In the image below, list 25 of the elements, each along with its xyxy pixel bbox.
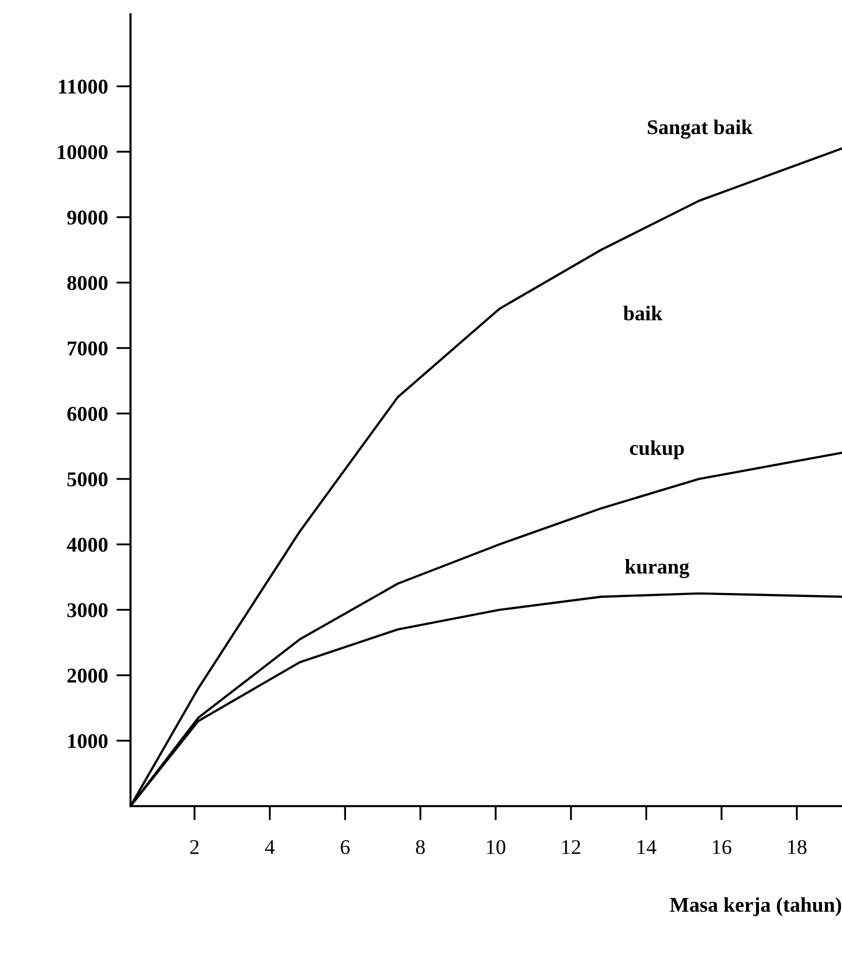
annotation: kurang <box>625 559 690 578</box>
y-tick-label: 8000 <box>67 276 108 290</box>
y-tick-label: 11000 <box>59 80 108 94</box>
x-tick-label: 16 <box>712 840 732 854</box>
x-tick-label: 4 <box>264 840 275 854</box>
x-tick-label: 8 <box>416 840 425 854</box>
x-tick-label: 14 <box>638 840 656 854</box>
y-tick-label: 1000 <box>68 734 108 748</box>
y-tick-label: 10000 <box>58 145 108 160</box>
y-tick-label: 5000 <box>67 472 108 486</box>
x-tick-label: 10 <box>487 840 506 854</box>
x-axis-title: Masa kerja (tahun) <box>670 897 842 916</box>
x-tick-label: 6 <box>340 840 350 854</box>
y-tick-label: 4000 <box>66 538 108 552</box>
x-tick-label: 18 <box>788 840 806 854</box>
y-tick-label: 6000 <box>67 406 108 421</box>
annotation: cukup <box>630 440 684 460</box>
x-tick-label: 12 <box>562 840 580 854</box>
y-tick-label: 7000 <box>68 341 108 356</box>
y-tick-label: 3000 <box>67 603 108 618</box>
annotation: baik <box>623 306 662 320</box>
y-tick-label: 9000 <box>67 210 108 225</box>
x-tick-label: 2 <box>190 840 199 854</box>
annotation: Sangat baik <box>648 120 753 139</box>
y-tick-label: 2000 <box>67 668 108 683</box>
